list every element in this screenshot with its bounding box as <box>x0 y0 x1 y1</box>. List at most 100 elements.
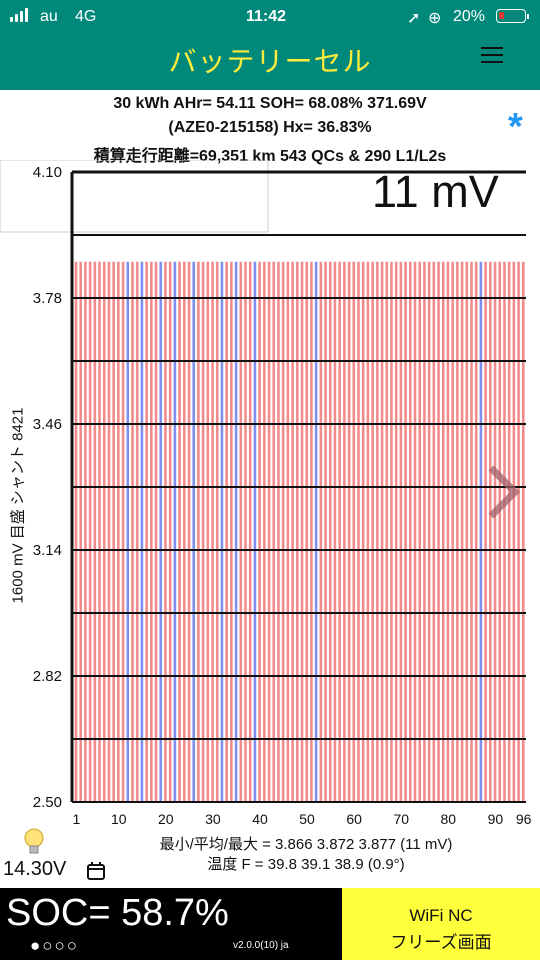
cell-bar <box>102 261 106 802</box>
y-tick-label: 2.50 <box>33 794 62 811</box>
cell-bar <box>371 261 374 802</box>
soc-panel[interactable]: SOC= 58.7% ●○○○ v2.0.0(10) ja <box>0 888 342 960</box>
wifi-freeze-button[interactable]: WiFi NC フリーズ画面 <box>342 888 540 960</box>
x-tick-label: 90 <box>488 811 504 827</box>
battery-percent: 20% <box>453 8 486 25</box>
cell-bar <box>352 261 356 802</box>
chevron-right-icon[interactable] <box>483 462 523 522</box>
cell-bar <box>244 261 247 802</box>
cell-bar <box>507 261 511 802</box>
cell-bar <box>310 261 313 802</box>
cell-bar <box>427 261 431 802</box>
cell-bar <box>432 261 436 802</box>
cell-bar <box>258 261 261 802</box>
min-avg-max-stats: 最小/平均/最大 = 3.866 3.872 3.877 (11 mV) <box>159 836 453 853</box>
cell-bar <box>248 261 252 802</box>
shunt-bar <box>159 261 163 802</box>
x-tick-label: 80 <box>441 811 457 827</box>
cell-bar <box>272 261 276 802</box>
cell-bar <box>201 261 205 802</box>
cell-bar <box>489 261 492 802</box>
calendar-icon[interactable] <box>87 862 105 880</box>
shunt-bar <box>314 261 318 802</box>
cell-bar <box>413 261 417 802</box>
cell-bar <box>131 261 134 802</box>
cell-bar <box>183 261 186 802</box>
cell-bar <box>390 261 393 802</box>
cell-bar <box>154 261 158 802</box>
shunt-bar <box>140 261 144 802</box>
cell-bar <box>366 261 370 802</box>
x-tick-label: 40 <box>252 811 268 827</box>
cell-bar <box>484 261 487 802</box>
cell-bar <box>456 261 459 802</box>
cell-bar <box>333 261 337 802</box>
cell-bar <box>465 261 469 802</box>
title-bar: au 4G 11:42 ➚ ⊕ 20% バッテリーセル <box>0 0 540 90</box>
cell-bar <box>418 261 421 802</box>
cell-bar <box>437 261 440 802</box>
network-label: 4G <box>75 8 97 25</box>
cell-bar <box>343 261 346 802</box>
cell-bar <box>357 261 360 802</box>
y-tick-label: 3.46 <box>33 416 62 433</box>
cell-bar <box>328 261 332 802</box>
shunt-bar <box>253 261 257 802</box>
cell-bar <box>441 261 445 802</box>
cell-voltage-chart[interactable]: 4.10 3.78 3.46 3.14 2.82 2.50 1 10 20 30 40 50 60 70 8… <box>0 160 540 835</box>
cell-bar <box>225 261 228 802</box>
cell-bar <box>263 261 266 802</box>
y-axis-title: 1600 mV 目盛 シャント 8421 <box>9 407 27 604</box>
cell-bar <box>230 261 233 802</box>
y-tick-label: 3.78 <box>33 290 62 307</box>
cell-bar <box>404 261 407 802</box>
cell-bar <box>498 261 502 802</box>
cell-bar <box>206 261 210 802</box>
orientation-lock-icon: ⊕ <box>428 10 442 27</box>
cell-bar <box>512 261 516 802</box>
hamburger-icon[interactable] <box>481 42 505 70</box>
vin-summary: (AZE0-215158) Hx= 36.83% <box>168 119 372 136</box>
lightbulb-icon[interactable] <box>22 827 46 859</box>
cell-bar <box>380 261 384 802</box>
cell-bar <box>470 261 473 802</box>
cell-bar <box>215 261 219 802</box>
cell-bar <box>211 261 214 802</box>
location-arrow-icon: ➚ <box>407 10 421 27</box>
x-tick-label: 96 <box>516 811 532 827</box>
page-indicator: ●○○○ <box>30 936 80 955</box>
carrier-label: au <box>40 8 58 25</box>
cell-bar <box>347 261 351 802</box>
shunt-bar <box>126 261 130 802</box>
cell-bar <box>376 261 379 802</box>
cell-bar <box>112 261 115 802</box>
cell-bar <box>145 261 148 802</box>
y-tick-label: 2.82 <box>33 668 62 685</box>
cell-bar <box>168 261 172 802</box>
x-tick-label: 70 <box>393 811 409 827</box>
cell-bar <box>74 261 78 802</box>
shunt-bar <box>173 261 177 802</box>
cell-bar <box>493 261 497 802</box>
freeze-screen-label: フリーズ画面 <box>390 933 492 952</box>
cell-bar <box>361 261 365 802</box>
cell-bar <box>121 261 125 802</box>
cell-bar <box>291 261 294 802</box>
cell-bar <box>286 261 290 802</box>
battery-icon <box>496 9 529 23</box>
cell-bar <box>178 261 181 802</box>
wifi-status-label: WiFi NC <box>409 906 473 925</box>
shunt-bar <box>220 261 224 802</box>
shunt-bar <box>479 261 483 802</box>
clock: 11:42 <box>246 8 287 25</box>
x-tick-label: 60 <box>346 811 362 827</box>
cell-bar <box>409 261 412 802</box>
star-button[interactable]: * <box>508 106 523 148</box>
cell-bar <box>150 261 153 802</box>
cell-bar <box>281 261 285 802</box>
x-tick-label: 30 <box>205 811 221 827</box>
cell-bar <box>319 261 323 802</box>
cell-bar <box>394 261 398 802</box>
cell-bar <box>399 261 403 802</box>
